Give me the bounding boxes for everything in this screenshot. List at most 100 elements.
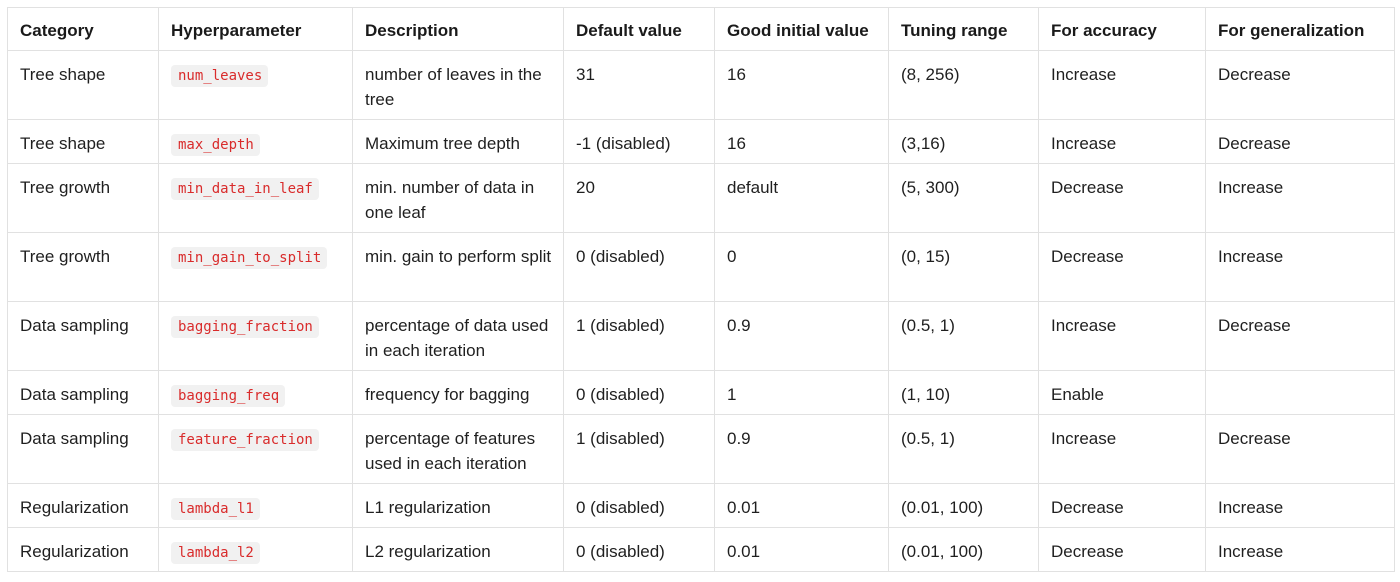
cell-good-initial-value: 16	[714, 119, 889, 164]
cell-tuning-range: (8, 256)	[888, 50, 1039, 120]
cell-default-value: -1 (disabled)	[563, 119, 715, 164]
cell-tuning-range: (3,16)	[888, 119, 1039, 164]
header-for-generalization: For generalization	[1205, 7, 1395, 51]
cell-category: Data sampling	[7, 301, 159, 371]
cell-description: min. number of data in one leaf	[352, 163, 564, 233]
cell-default-value: 0 (disabled)	[563, 232, 715, 302]
cell-hyperparameter: feature_fraction	[158, 414, 353, 484]
cell-category: Regularization	[7, 483, 159, 528]
table-row: Data sampling feature_fraction percentag…	[7, 414, 1395, 484]
cell-hyperparameter: min_gain_to_split	[158, 232, 353, 302]
cell-good-initial-value: 0.9	[714, 414, 889, 484]
hyperparameter-code: num_leaves	[171, 65, 269, 87]
cell-category: Data sampling	[7, 370, 159, 415]
cell-hyperparameter: max_depth	[158, 119, 353, 164]
cell-for-accuracy: Increase	[1038, 50, 1206, 120]
cell-description: L1 regularization	[352, 483, 564, 528]
hyperparameter-code: bagging_fraction	[171, 316, 319, 338]
header-category: Category	[7, 7, 159, 51]
cell-default-value: 0 (disabled)	[563, 527, 715, 572]
cell-category: Tree growth	[7, 163, 159, 233]
cell-tuning-range: (5, 300)	[888, 163, 1039, 233]
cell-description: min. gain to perform split	[352, 232, 564, 302]
cell-for-generalization: Increase	[1205, 483, 1395, 528]
cell-default-value: 1 (disabled)	[563, 414, 715, 484]
cell-for-accuracy: Decrease	[1038, 483, 1206, 528]
table-row: Regularization lambda_l2 L2 regularizati…	[7, 527, 1395, 572]
cell-good-initial-value: 16	[714, 50, 889, 120]
cell-for-generalization: Increase	[1205, 527, 1395, 572]
hyperparameter-table: Category Hyperparameter Description Defa…	[7, 7, 1395, 572]
cell-hyperparameter: bagging_freq	[158, 370, 353, 415]
cell-default-value: 20	[563, 163, 715, 233]
cell-hyperparameter: lambda_l1	[158, 483, 353, 528]
cell-for-generalization: Increase	[1205, 163, 1395, 233]
cell-default-value: 0 (disabled)	[563, 370, 715, 415]
cell-tuning-range: (0.01, 100)	[888, 483, 1039, 528]
cell-for-accuracy: Enable	[1038, 370, 1206, 415]
cell-default-value: 1 (disabled)	[563, 301, 715, 371]
hyperparameter-code: bagging_freq	[171, 385, 286, 407]
cell-hyperparameter: num_leaves	[158, 50, 353, 120]
cell-for-generalization: Increase	[1205, 232, 1395, 302]
table-row: Tree shape max_depth Maximum tree depth …	[7, 119, 1395, 164]
cell-tuning-range: (0.5, 1)	[888, 301, 1039, 371]
cell-for-generalization: Decrease	[1205, 414, 1395, 484]
table-row: Regularization lambda_l1 L1 regularizati…	[7, 483, 1395, 528]
cell-default-value: 0 (disabled)	[563, 483, 715, 528]
cell-description: frequency for bagging	[352, 370, 564, 415]
table-row: Tree growth min_gain_to_split min. gain …	[7, 232, 1395, 302]
cell-good-initial-value: 0.9	[714, 301, 889, 371]
cell-good-initial-value: 0	[714, 232, 889, 302]
table-row: Tree growth min_data_in_leaf min. number…	[7, 163, 1395, 233]
cell-tuning-range: (0, 15)	[888, 232, 1039, 302]
cell-category: Data sampling	[7, 414, 159, 484]
cell-for-generalization: Decrease	[1205, 301, 1395, 371]
header-good-initial-value: Good initial value	[714, 7, 889, 51]
cell-hyperparameter: bagging_fraction	[158, 301, 353, 371]
cell-good-initial-value: 0.01	[714, 483, 889, 528]
cell-description: Maximum tree depth	[352, 119, 564, 164]
cell-hyperparameter: lambda_l2	[158, 527, 353, 572]
cell-default-value: 31	[563, 50, 715, 120]
table-row: Tree shape num_leaves number of leaves i…	[7, 50, 1395, 120]
hyperparameter-code: feature_fraction	[171, 429, 319, 451]
cell-category: Regularization	[7, 527, 159, 572]
hyperparameter-code: lambda_l2	[171, 542, 260, 564]
cell-tuning-range: (1, 10)	[888, 370, 1039, 415]
table-row: Data sampling bagging_freq frequency for…	[7, 370, 1395, 415]
cell-for-accuracy: Decrease	[1038, 163, 1206, 233]
cell-for-generalization: Decrease	[1205, 119, 1395, 164]
cell-category: Tree shape	[7, 50, 159, 120]
hyperparameter-code: max_depth	[171, 134, 260, 156]
cell-description: percentage of features used in each iter…	[352, 414, 564, 484]
cell-for-accuracy: Increase	[1038, 301, 1206, 371]
header-for-accuracy: For accuracy	[1038, 7, 1206, 51]
hyperparameter-code: lambda_l1	[171, 498, 260, 520]
cell-hyperparameter: min_data_in_leaf	[158, 163, 353, 233]
cell-tuning-range: (0.01, 100)	[888, 527, 1039, 572]
header-hyperparameter: Hyperparameter	[158, 7, 353, 51]
cell-category: Tree growth	[7, 232, 159, 302]
cell-good-initial-value: 1	[714, 370, 889, 415]
hyperparameter-code: min_data_in_leaf	[171, 178, 319, 200]
cell-good-initial-value: 0.01	[714, 527, 889, 572]
header-description: Description	[352, 7, 564, 51]
hyperparameter-code: min_gain_to_split	[171, 247, 328, 269]
hyperparameter-table-container: Category Hyperparameter Description Defa…	[7, 7, 1395, 572]
cell-tuning-range: (0.5, 1)	[888, 414, 1039, 484]
cell-description: percentage of data used in each iteratio…	[352, 301, 564, 371]
cell-for-accuracy: Decrease	[1038, 232, 1206, 302]
header-tuning-range: Tuning range	[888, 7, 1039, 51]
cell-description: L2 regularization	[352, 527, 564, 572]
cell-for-generalization: Decrease	[1205, 50, 1395, 120]
table-header-row: Category Hyperparameter Description Defa…	[7, 7, 1395, 51]
header-default-value: Default value	[563, 7, 715, 51]
cell-for-accuracy: Decrease	[1038, 527, 1206, 572]
cell-good-initial-value: default	[714, 163, 889, 233]
cell-for-accuracy: Increase	[1038, 119, 1206, 164]
cell-for-accuracy: Increase	[1038, 414, 1206, 484]
cell-description: number of leaves in the tree	[352, 50, 564, 120]
cell-for-generalization	[1205, 370, 1395, 415]
table-row: Data sampling bagging_fraction percentag…	[7, 301, 1395, 371]
